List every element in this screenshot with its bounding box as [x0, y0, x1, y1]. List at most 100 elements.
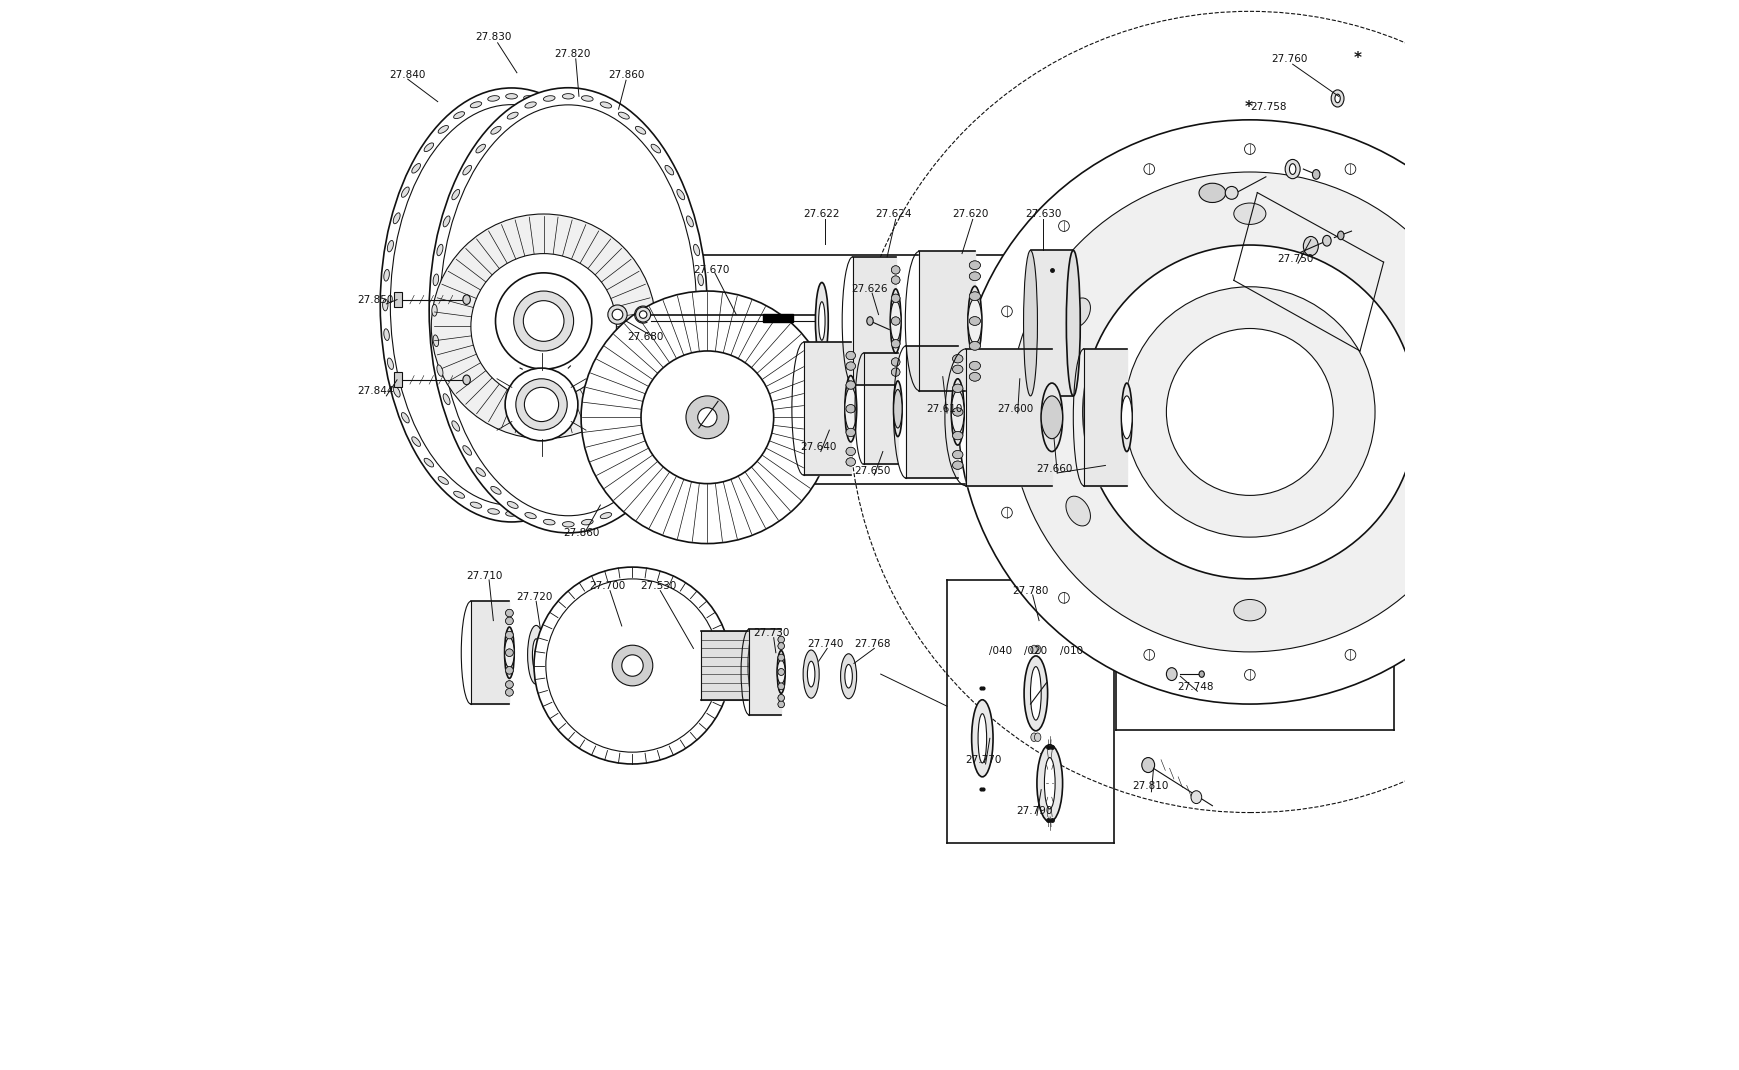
Ellipse shape [635, 299, 640, 311]
Ellipse shape [463, 446, 471, 455]
Ellipse shape [523, 508, 536, 515]
Text: 27.640: 27.640 [800, 442, 836, 453]
Ellipse shape [890, 317, 899, 325]
Text: 27.530: 27.530 [640, 581, 676, 592]
Ellipse shape [969, 272, 979, 280]
Ellipse shape [969, 362, 979, 370]
Ellipse shape [1002, 507, 1012, 518]
Text: *: * [1245, 100, 1252, 114]
Ellipse shape [523, 387, 558, 422]
Ellipse shape [523, 95, 536, 102]
Text: /020: /020 [1024, 645, 1047, 656]
Ellipse shape [523, 301, 563, 341]
Text: 27.844: 27.844 [356, 385, 393, 396]
Ellipse shape [452, 189, 459, 200]
Ellipse shape [1040, 396, 1063, 439]
Ellipse shape [541, 102, 553, 108]
Ellipse shape [436, 244, 443, 256]
Ellipse shape [777, 654, 784, 661]
Ellipse shape [777, 701, 784, 707]
Text: 27.624: 27.624 [875, 209, 911, 219]
Ellipse shape [513, 291, 574, 351]
Ellipse shape [1123, 287, 1374, 537]
Ellipse shape [845, 351, 856, 360]
Ellipse shape [384, 328, 390, 340]
Ellipse shape [777, 694, 784, 701]
Ellipse shape [840, 654, 856, 699]
Ellipse shape [890, 276, 899, 285]
Ellipse shape [951, 450, 962, 459]
Bar [393, 292, 402, 307]
Ellipse shape [777, 683, 784, 690]
Text: 27.630: 27.630 [1024, 209, 1061, 219]
Ellipse shape [506, 94, 516, 100]
Ellipse shape [650, 468, 661, 476]
Ellipse shape [574, 125, 584, 134]
Ellipse shape [890, 357, 899, 366]
Ellipse shape [525, 513, 536, 519]
Ellipse shape [890, 357, 899, 366]
Ellipse shape [1243, 143, 1254, 154]
Ellipse shape [412, 164, 421, 173]
Ellipse shape [590, 143, 598, 152]
Ellipse shape [506, 681, 513, 688]
Ellipse shape [590, 458, 598, 467]
Ellipse shape [687, 394, 692, 404]
Ellipse shape [506, 689, 513, 697]
Ellipse shape [506, 617, 513, 625]
Text: 27.626: 27.626 [852, 284, 887, 294]
Text: 27.730: 27.730 [753, 628, 790, 639]
Ellipse shape [1303, 236, 1318, 256]
Ellipse shape [424, 143, 433, 152]
Ellipse shape [1143, 164, 1155, 174]
Ellipse shape [969, 292, 979, 301]
Ellipse shape [777, 643, 784, 649]
Ellipse shape [581, 291, 833, 544]
Ellipse shape [1165, 668, 1176, 681]
Text: 27.610: 27.610 [927, 403, 962, 414]
Ellipse shape [438, 476, 449, 485]
Ellipse shape [845, 447, 856, 456]
Ellipse shape [1285, 159, 1299, 179]
Ellipse shape [845, 404, 856, 413]
Ellipse shape [402, 187, 409, 197]
Ellipse shape [967, 299, 981, 343]
Ellipse shape [890, 289, 901, 353]
Ellipse shape [617, 502, 630, 508]
Ellipse shape [630, 358, 635, 369]
Ellipse shape [807, 661, 814, 687]
Ellipse shape [506, 681, 513, 688]
Text: 27.758: 27.758 [1249, 102, 1285, 112]
Ellipse shape [1082, 245, 1416, 579]
Ellipse shape [1409, 297, 1433, 327]
Ellipse shape [845, 458, 856, 467]
Ellipse shape [431, 305, 436, 317]
Ellipse shape [504, 368, 577, 441]
Polygon shape [1083, 349, 1127, 486]
Ellipse shape [951, 450, 962, 459]
Ellipse shape [777, 701, 784, 707]
Text: /010: /010 [1059, 645, 1082, 656]
Ellipse shape [1141, 758, 1155, 773]
Ellipse shape [504, 627, 515, 678]
Ellipse shape [506, 511, 516, 517]
Text: 27.750: 27.750 [1276, 254, 1313, 264]
Text: /040: /040 [988, 645, 1012, 656]
Ellipse shape [890, 368, 899, 377]
Ellipse shape [623, 386, 630, 397]
Ellipse shape [969, 341, 979, 350]
Ellipse shape [845, 458, 856, 467]
Ellipse shape [476, 144, 485, 153]
Ellipse shape [694, 244, 699, 256]
Polygon shape [803, 342, 850, 475]
Ellipse shape [490, 487, 501, 494]
Ellipse shape [1024, 656, 1047, 731]
Ellipse shape [951, 461, 962, 470]
Ellipse shape [845, 428, 856, 437]
Ellipse shape [845, 387, 856, 430]
Ellipse shape [1035, 733, 1040, 742]
Ellipse shape [430, 88, 708, 533]
Ellipse shape [845, 376, 856, 442]
Ellipse shape [393, 386, 400, 397]
Ellipse shape [676, 189, 683, 200]
